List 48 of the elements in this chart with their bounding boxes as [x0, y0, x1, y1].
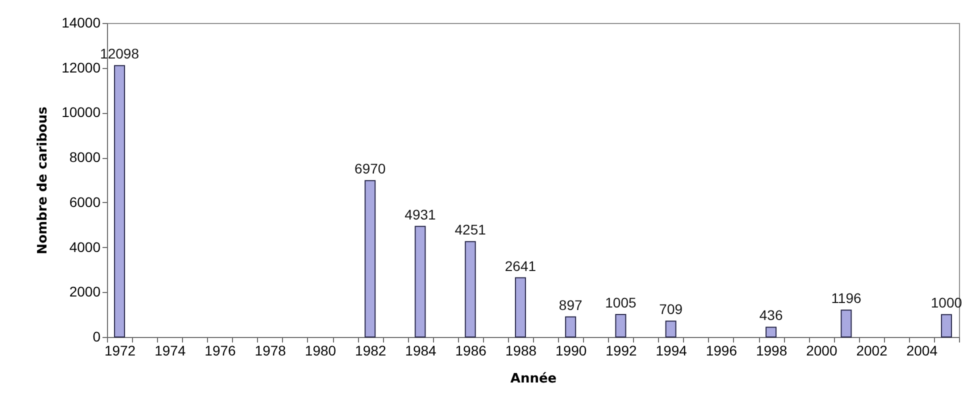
- y-tick-label: 12000: [62, 59, 101, 76]
- bar: [114, 65, 126, 338]
- bar: [840, 310, 852, 338]
- y-axis-title: Nombre de caribous: [36, 106, 51, 254]
- x-tick-label: 1998: [756, 342, 788, 358]
- bar: [766, 326, 777, 338]
- x-tick-label: 1990: [556, 342, 587, 358]
- y-tick-label: 2000: [69, 284, 101, 300]
- data-label: 2641: [504, 258, 536, 274]
- x-tick-label: 2004: [906, 342, 938, 358]
- x-tick-label: 1992: [606, 342, 637, 358]
- data-label: 709: [659, 301, 683, 318]
- data-label: 4251: [454, 222, 486, 238]
- bar: [414, 226, 426, 338]
- y-tick-label: 14000: [62, 14, 101, 30]
- data-label: 1000: [930, 294, 962, 311]
- y-tick-label: 0: [92, 328, 101, 344]
- y-tick-label: 8000: [69, 149, 101, 166]
- x-tick-label: 1972: [104, 342, 136, 358]
- bar: [364, 180, 376, 338]
- x-tick-label: 2002: [856, 342, 888, 358]
- bar: [615, 314, 626, 338]
- data-label: 1005: [605, 294, 636, 310]
- bar: [565, 316, 576, 338]
- x-tick-label: 2000: [806, 342, 838, 358]
- x-tick-label: 1988: [505, 342, 537, 358]
- data-label: 6970: [354, 160, 386, 177]
- bar: [665, 320, 676, 338]
- data-label: 1196: [831, 290, 862, 306]
- x-tick-label: 1994: [656, 342, 688, 358]
- x-tick-label: 1974: [154, 342, 186, 358]
- bar: [464, 241, 476, 338]
- bar: [514, 277, 526, 338]
- bar: [940, 314, 952, 338]
- x-tick-label: 1982: [355, 342, 386, 358]
- data-label: 897: [558, 296, 582, 313]
- x-axis-title: Année: [510, 372, 557, 386]
- x-tick-label: 1986: [455, 342, 487, 358]
- y-tick-label: 6000: [69, 194, 101, 210]
- x-tick-label: 1996: [706, 342, 738, 358]
- x-tick-label: 1984: [405, 342, 437, 358]
- y-tick-label: 10000: [62, 104, 101, 120]
- data-label: 436: [759, 307, 783, 324]
- y-tick-label: 4000: [69, 238, 101, 255]
- x-tick-label: 1980: [304, 342, 336, 358]
- x-tick-label: 1976: [204, 342, 236, 358]
- x-tick-label: 1978: [254, 342, 286, 358]
- data-label: 4931: [404, 206, 436, 222]
